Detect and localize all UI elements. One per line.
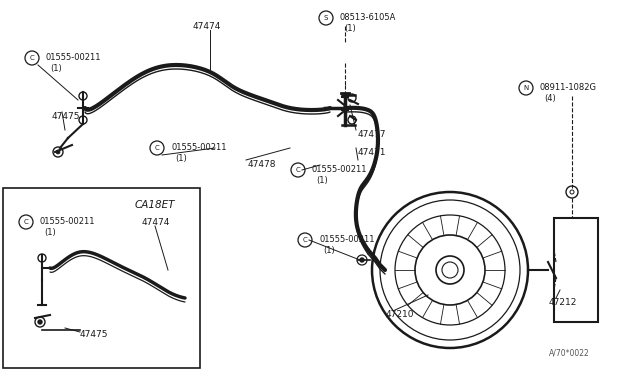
Text: 47212: 47212 xyxy=(549,298,577,307)
Circle shape xyxy=(360,258,364,262)
Text: C: C xyxy=(24,219,28,225)
Text: C: C xyxy=(303,237,307,243)
Text: 47210: 47210 xyxy=(386,310,415,319)
Text: 01555-00211: 01555-00211 xyxy=(40,218,95,227)
Text: (4): (4) xyxy=(544,93,556,103)
Circle shape xyxy=(38,320,42,324)
Text: (1): (1) xyxy=(323,246,335,254)
Text: 47474: 47474 xyxy=(142,218,170,227)
Text: 01555-00211: 01555-00211 xyxy=(171,144,227,153)
Text: A/70*0022: A/70*0022 xyxy=(549,349,590,358)
Text: 01555-00211: 01555-00211 xyxy=(319,235,374,244)
Text: 47471: 47471 xyxy=(358,148,387,157)
Text: 08513-6105A: 08513-6105A xyxy=(340,13,396,22)
Text: C: C xyxy=(155,145,159,151)
Text: (1): (1) xyxy=(175,154,187,163)
Circle shape xyxy=(436,256,464,284)
Text: 08911-1082G: 08911-1082G xyxy=(540,83,597,93)
Text: 01555-00211: 01555-00211 xyxy=(46,54,102,62)
Text: N: N xyxy=(524,85,529,91)
Text: (1): (1) xyxy=(316,176,328,185)
Circle shape xyxy=(56,150,60,154)
Text: 47475: 47475 xyxy=(80,330,109,339)
Text: C: C xyxy=(296,167,300,173)
Bar xyxy=(554,218,598,322)
Text: (1): (1) xyxy=(344,23,356,32)
Text: 01555-00211: 01555-00211 xyxy=(312,166,367,174)
Text: 47475: 47475 xyxy=(52,112,81,121)
Text: C: C xyxy=(29,55,35,61)
Bar xyxy=(3,188,200,368)
Text: (1): (1) xyxy=(44,228,56,237)
Text: 47474: 47474 xyxy=(193,22,221,31)
Text: CA18ET: CA18ET xyxy=(135,200,175,210)
Text: 47478: 47478 xyxy=(248,160,276,169)
Text: S: S xyxy=(324,15,328,21)
Text: (1): (1) xyxy=(50,64,61,73)
Text: 47477: 47477 xyxy=(358,130,387,139)
